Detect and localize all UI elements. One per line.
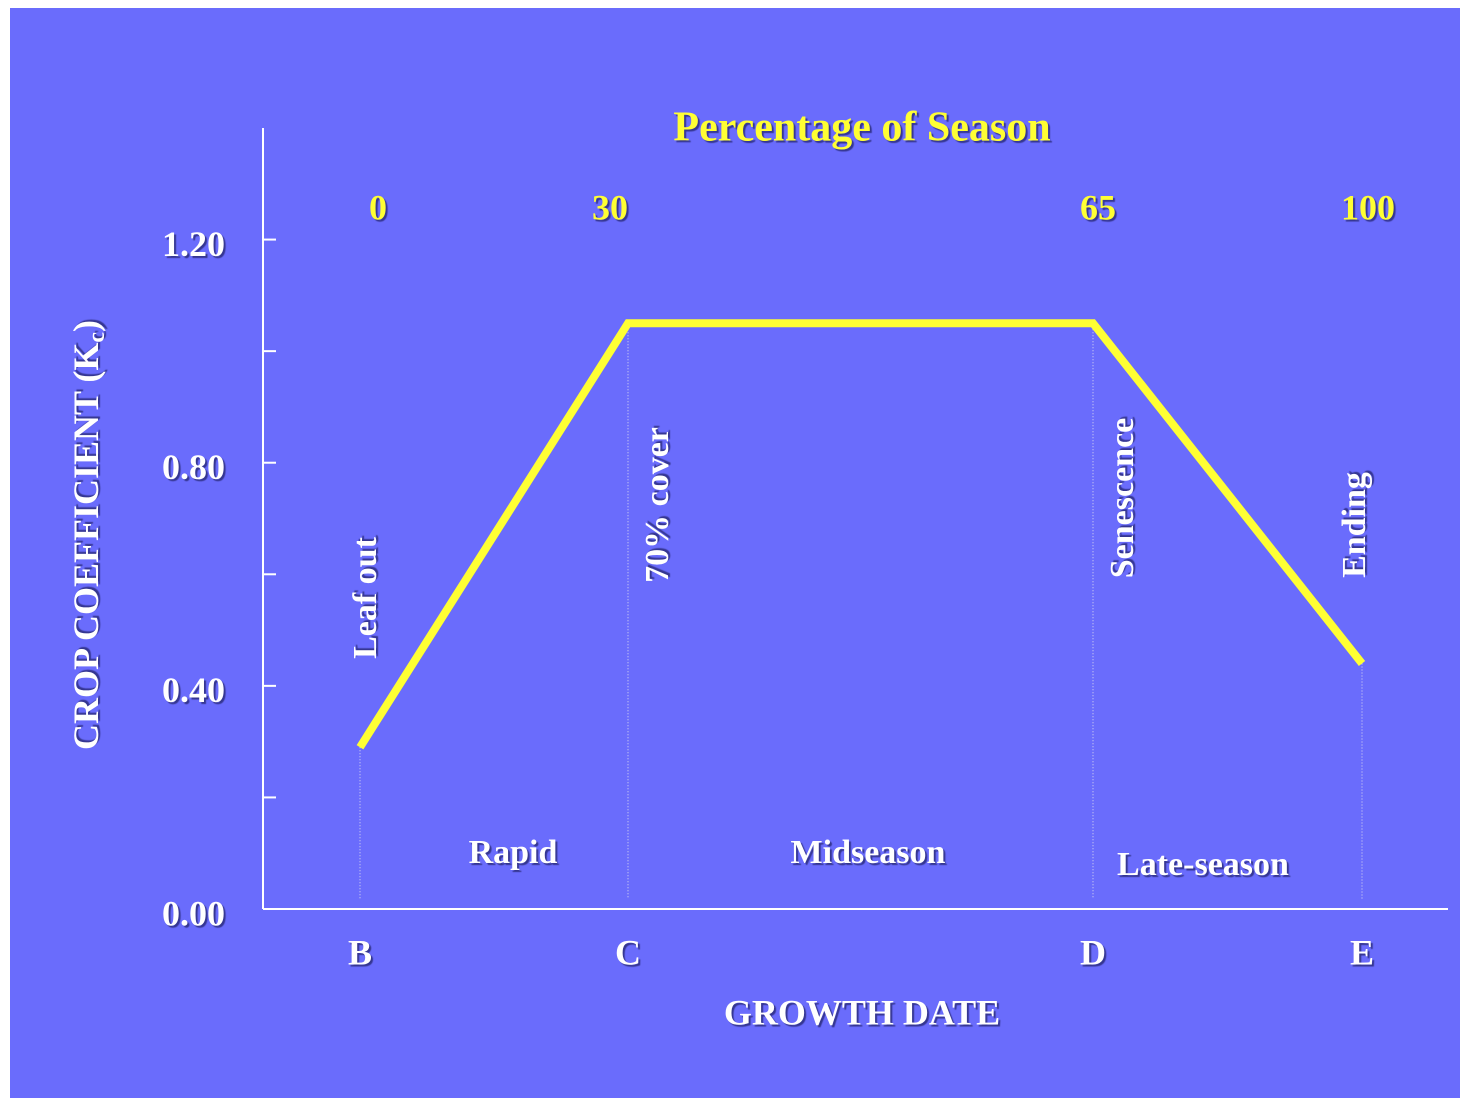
point-annotation: Ending — [1336, 472, 1373, 578]
y-tick-label: 0.80 — [162, 447, 225, 487]
x-tick-label: B — [348, 932, 372, 972]
y-tick-label: 1.20 — [162, 224, 225, 264]
phase-label: Late-season — [1117, 846, 1289, 883]
x-tick-label: D — [1080, 932, 1106, 972]
x-tick-label: E — [1350, 932, 1374, 972]
phase-label: Midseason — [791, 834, 946, 871]
point-annotation: Leaf out — [347, 536, 384, 659]
y-axis-label-sub: c — [84, 332, 110, 343]
y-axis-label-main: CROP COEFFICIENT (K — [66, 343, 106, 750]
top-label: 30 — [592, 187, 628, 227]
y-axis-label: CROP COEFFICIENT (Kc) — [66, 320, 109, 750]
y-tick-label: 0.40 — [162, 670, 225, 710]
y-tick-label: 0.00 — [162, 893, 225, 933]
top-label: 65 — [1080, 187, 1116, 227]
top-label: 100 — [1341, 187, 1395, 227]
x-axis-label: GROWTH DATE — [724, 992, 1000, 1032]
top-label: 0 — [369, 187, 387, 227]
background — [10, 8, 1460, 1098]
y-axis-label-end: ) — [66, 320, 106, 332]
point-annotation: Senescence — [1104, 418, 1141, 579]
phase-label: Rapid — [469, 834, 558, 871]
chart-title: Percentage of Season — [673, 105, 1050, 151]
x-tick-label: C — [615, 932, 641, 972]
point-annotation: 70% cover — [639, 427, 676, 583]
data-line — [356, 319, 1366, 750]
